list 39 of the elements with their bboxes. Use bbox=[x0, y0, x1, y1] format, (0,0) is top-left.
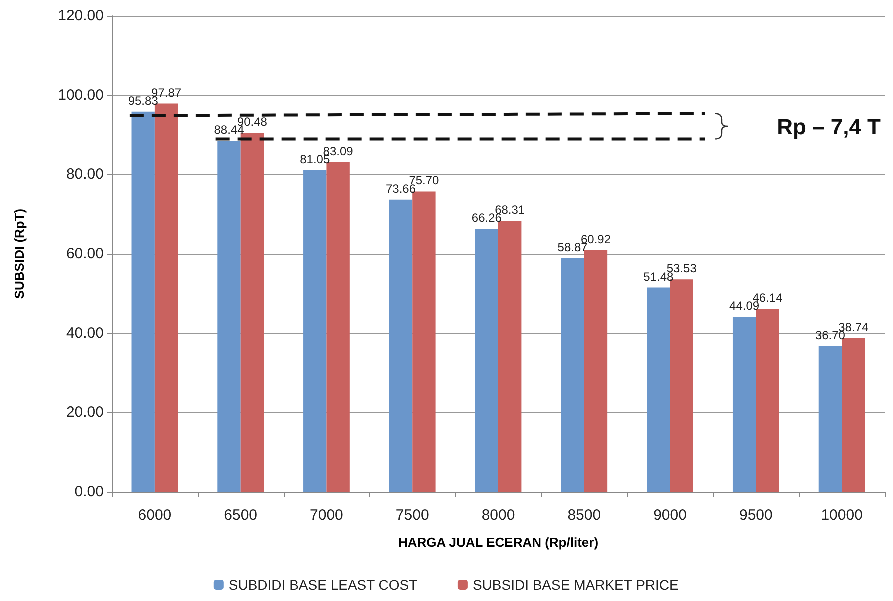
y-tick-label: 100.00 bbox=[58, 86, 104, 104]
y-tick-label: 60.00 bbox=[66, 246, 104, 262]
bar bbox=[389, 200, 413, 492]
annotation: Rp – 7,4 T bbox=[777, 114, 882, 140]
x-tick-label: 8000 bbox=[482, 507, 516, 524]
bar bbox=[756, 308, 780, 492]
bar bbox=[670, 280, 694, 492]
bar bbox=[561, 258, 584, 492]
x-tick-label: 9000 bbox=[654, 507, 687, 524]
y-axis-title: SUBSIDI (RpT) bbox=[12, 208, 27, 300]
y-tick-label: 0.00 bbox=[74, 484, 104, 500]
bar bbox=[240, 133, 264, 492]
bar bbox=[842, 338, 866, 492]
y-tick-label: 120.00 bbox=[58, 8, 104, 24]
bar bbox=[647, 288, 670, 492]
x-tick-label: 6500 bbox=[224, 507, 258, 524]
bar bbox=[818, 346, 842, 492]
bar bbox=[475, 229, 498, 492]
x-tick-label: 7000 bbox=[310, 507, 344, 524]
bar bbox=[154, 104, 178, 492]
x-tick-label: 10000 bbox=[821, 507, 863, 524]
bar bbox=[218, 141, 241, 492]
bar bbox=[304, 170, 327, 492]
x-tick-label: 9500 bbox=[739, 507, 773, 524]
legend-label: SUBSIDI BASE MARKET PRICE bbox=[472, 577, 679, 593]
bar bbox=[584, 250, 608, 492]
y-tick-label: 80.00 bbox=[66, 166, 104, 184]
bar bbox=[132, 112, 155, 492]
bar bbox=[498, 221, 522, 492]
y-tick-label: 40.00 bbox=[66, 324, 104, 342]
x-tick-label: 8500 bbox=[568, 507, 602, 524]
bar bbox=[732, 317, 756, 492]
x-tick-label: 6000 bbox=[138, 507, 172, 524]
x-axis-title: HARGA JUAL ECERAN (Rp/liter) bbox=[398, 535, 599, 550]
x-tick-label: 7500 bbox=[396, 507, 430, 524]
bar bbox=[326, 162, 350, 492]
legend-label: SUBDIDI BASE LEAST COST bbox=[228, 577, 418, 593]
bar bbox=[412, 192, 436, 492]
y-tick-label: 20.00 bbox=[66, 404, 104, 422]
